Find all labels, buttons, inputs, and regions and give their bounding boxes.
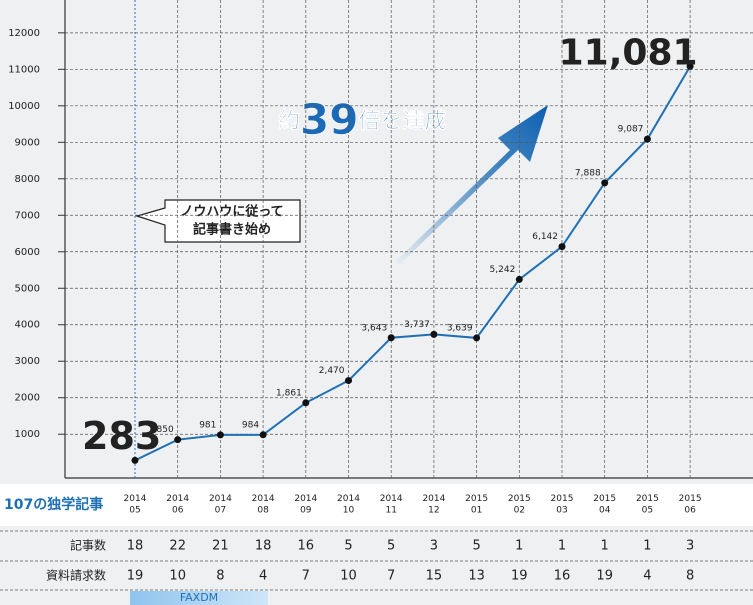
data-point (601, 179, 609, 187)
y-tick-label: 3000 (15, 356, 40, 367)
table-cell: 16 (554, 569, 571, 584)
achievement: 約39倍を達成 (278, 95, 446, 144)
data-point (259, 431, 267, 439)
faxdm-bar (130, 591, 268, 605)
y-tick-label: 6000 (15, 247, 40, 258)
achievement-part: 約 (278, 108, 300, 134)
row-label: 記事数 (70, 538, 106, 553)
y-tick-label: 1000 (15, 429, 40, 440)
y-tick-label: 2000 (15, 393, 40, 404)
x-tick-label: 2014 05 (124, 494, 147, 516)
data-point (216, 431, 224, 439)
achievement-part: 倍を達成 (358, 108, 446, 134)
table-cell: 19 (511, 569, 528, 584)
value-label: 5,242 (490, 265, 516, 275)
x-tick-label: 2014 11 (380, 494, 403, 516)
value-label: 6,142 (532, 232, 558, 242)
data-point (430, 330, 438, 338)
x-tick-label: 2015 01 (465, 494, 488, 516)
data-point (515, 275, 523, 283)
y-tick-label: 8000 (15, 174, 40, 185)
y-tick-label: 12000 (8, 28, 40, 39)
x-tick-label: 2014 12 (422, 494, 445, 516)
value-label: 2,470 (319, 366, 345, 376)
growth-arrow (395, 105, 548, 266)
table-cell: 1 (515, 539, 523, 554)
x-tick-label: 2015 04 (593, 494, 616, 516)
table-cell: 10 (169, 569, 186, 584)
table-cell: 3 (430, 539, 438, 554)
data-point (686, 62, 694, 70)
table-cell: 8 (686, 569, 694, 584)
data-point (558, 243, 566, 251)
x-tick-label: 2014 06 (166, 494, 189, 516)
x-tick-label: 2015 03 (551, 494, 574, 516)
category-band (0, 484, 753, 526)
x-tick-label: 2015 02 (508, 494, 531, 516)
value-label: 11,081 (559, 32, 698, 73)
table-cell: 13 (468, 569, 485, 584)
x-tick-label: 2015 06 (679, 494, 702, 516)
table-cell: 3 (686, 539, 694, 554)
table-cell: 5 (387, 539, 395, 554)
value-label: 3,737 (404, 320, 430, 330)
achievement-part: 39 (300, 95, 358, 144)
table-cell: 19 (127, 569, 144, 584)
table-cell: 10 (340, 569, 357, 584)
table-cell: 18 (255, 539, 272, 554)
table-cell: 16 (298, 539, 315, 554)
x-tick-label: 2014 09 (294, 494, 317, 516)
value-label: 9,087 (618, 125, 644, 135)
value-label: 981 (199, 420, 216, 430)
y-tick-label: 9000 (15, 137, 40, 148)
y-tick-label: 7000 (15, 210, 40, 221)
x-tick-label: 2015 05 (636, 494, 659, 516)
table-cell: 22 (169, 539, 186, 554)
table-cell: 7 (387, 569, 395, 584)
table-cell: 18 (127, 539, 144, 554)
data-point (643, 135, 651, 143)
faxdm-label: FAXDM (180, 591, 218, 604)
table-cell: 19 (596, 569, 613, 584)
data-point (302, 399, 310, 407)
table-cell: 1 (558, 539, 566, 554)
x-tick-label: 2014 07 (209, 494, 232, 516)
data-point (131, 456, 139, 464)
table-title: 107の独学記事 (4, 496, 103, 513)
value-label: 3,643 (361, 323, 387, 333)
data-point (345, 377, 352, 385)
value-label: 850 (157, 425, 174, 435)
table-cell: 21 (212, 539, 229, 554)
y-tick-label: 11000 (8, 64, 40, 75)
data-point (473, 334, 481, 342)
value-label: 984 (242, 420, 259, 430)
y-tick-label: 5000 (15, 283, 40, 294)
y-tick-label: 10000 (8, 101, 40, 112)
data-point (387, 334, 395, 342)
table-cell: 8 (216, 569, 224, 584)
x-tick-label: 2014 10 (337, 494, 360, 516)
value-label: 1,861 (276, 388, 302, 398)
data-point (174, 436, 182, 444)
table-cell: 5 (472, 539, 480, 554)
row-label: 資料請求数 (46, 568, 106, 583)
y-tick-label: 4000 (15, 320, 40, 331)
value-label: 283 (82, 414, 161, 458)
value-label: 3,639 (447, 323, 473, 333)
table-cell: 4 (643, 569, 651, 584)
data-line (134, 65, 691, 462)
table-cell: 15 (426, 569, 443, 584)
callout-text: ノウハウに従って (180, 204, 283, 220)
table-cell: 7 (302, 569, 310, 584)
callout: ノウハウに従って 記事書き始め (134, 199, 301, 243)
table-cell: 1 (601, 539, 609, 554)
table-cell: 4 (259, 569, 267, 584)
callout-text: 記事書き始め (193, 222, 271, 238)
x-tick-label: 2014 08 (252, 494, 275, 516)
table-cell: 5 (344, 539, 352, 554)
value-label: 7,888 (575, 168, 601, 178)
table-cell: 1 (643, 539, 651, 554)
